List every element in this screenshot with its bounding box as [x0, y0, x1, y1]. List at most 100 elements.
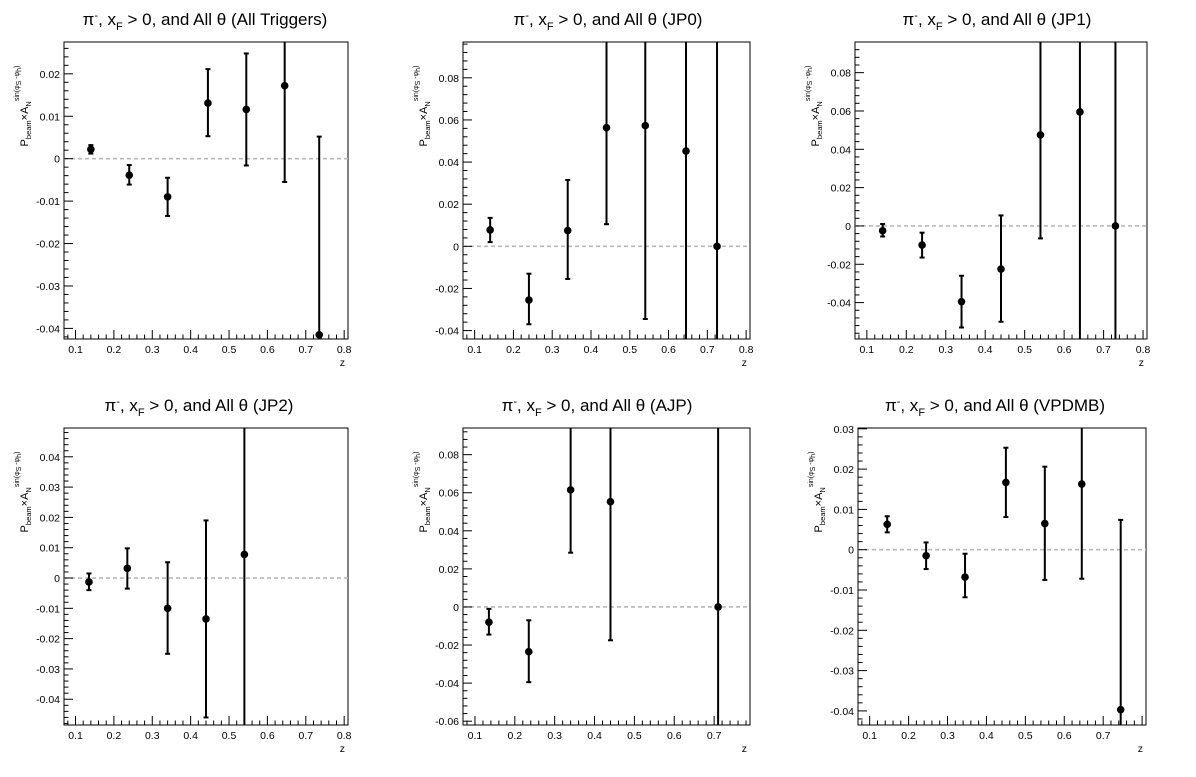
data-point — [1112, 42, 1120, 339]
x-tick-label: 0.2 — [899, 344, 914, 356]
data-point — [486, 218, 494, 242]
y-tick-label: -0.04 — [830, 706, 854, 718]
chart-title: π-, xF > 0, and All θ (AJP) — [502, 396, 693, 419]
x-tick-label: 0.6 — [667, 730, 682, 742]
marker — [918, 241, 926, 249]
x-tick-label: 0.6 — [1057, 730, 1072, 742]
x-tick-label: 0.5 — [222, 730, 237, 742]
y-tick-label: -0.03 — [36, 281, 60, 293]
y-tick-label: -0.04 — [435, 678, 459, 690]
y-tick-label: -0.02 — [36, 634, 60, 646]
marker — [87, 146, 95, 154]
data-point — [525, 274, 533, 325]
chart-panel-6: π-, xF > 0, and All θ (VPDMB) 0.1 0.2 0.3 0.… — [808, 396, 1146, 755]
y-tick-label: -0.02 — [827, 259, 851, 271]
x-tick-label: 0.1 — [68, 344, 83, 356]
data-point — [125, 165, 133, 185]
y-axis-label: Pbeam×ANsin(φS -φh) — [14, 452, 33, 533]
figure-svg: π-, xF > 0, and All θ (All Triggers)0.1 0… — [0, 0, 1196, 772]
x-tick-label: 0.3 — [545, 344, 560, 356]
y-tick-label: 0.08 — [831, 68, 852, 80]
marker — [961, 573, 969, 581]
data-point — [1041, 467, 1049, 580]
x-tick-label: 0.7 — [707, 730, 722, 742]
y-tick-label: 0.04 — [439, 157, 460, 169]
marker — [883, 521, 891, 529]
data-point — [85, 573, 93, 590]
y-tick-label: 0.06 — [439, 115, 460, 127]
marker — [997, 265, 1005, 273]
x-tick-label: 0.6 — [661, 344, 676, 356]
marker — [641, 122, 649, 130]
x-tick-label: 0.4 — [978, 344, 993, 356]
y-tick-label: -0.02 — [36, 239, 60, 251]
y-tick-label: 0.01 — [40, 111, 61, 123]
x-tick-label: 0.5 — [627, 730, 642, 742]
data-point — [241, 428, 249, 725]
data-point — [607, 428, 615, 640]
x-tick-label: 0.5 — [622, 344, 637, 356]
marker — [242, 106, 250, 114]
y-tick-label: 0.04 — [831, 144, 852, 156]
x-tick-label: 0.2 — [506, 344, 521, 356]
x-tick-label: 0.8 — [337, 344, 352, 356]
x-tick-label: 0.5 — [1018, 730, 1033, 742]
x-tick-label: 0.8 — [1136, 344, 1151, 356]
marker — [164, 193, 172, 201]
y-tick-label: -0.04 — [36, 694, 60, 706]
x-tick-label: 0.8 — [337, 730, 352, 742]
x-tick-label: 0.4 — [587, 730, 602, 742]
data-point — [281, 42, 289, 182]
x-tick-label: 0.2 — [107, 730, 122, 742]
y-tick-label: 0.08 — [439, 73, 460, 85]
chart-title: π-, xF > 0, and All θ (JP2) — [105, 396, 294, 419]
y-tick-label: 0.02 — [40, 512, 61, 524]
y-tick-label: 0.06 — [439, 488, 460, 500]
y-tick-label: 0 — [848, 545, 854, 557]
marker — [879, 227, 887, 235]
y-tick-label: 0.02 — [439, 564, 460, 576]
y-tick-label: 0.02 — [439, 199, 460, 211]
marker — [564, 227, 572, 235]
x-axis-label: z — [1138, 743, 1143, 755]
x-tick-label: 0.3 — [938, 344, 953, 356]
y-tick-label: 0 — [54, 154, 60, 166]
y-axis-label: Pbeam×ANsin(φS -φh) — [14, 66, 33, 147]
y-tick-label: -0.02 — [830, 625, 854, 637]
y-tick-label: 0.01 — [40, 543, 61, 555]
data-point — [883, 516, 891, 532]
x-tick-label: 0.1 — [860, 344, 875, 356]
y-tick-label: 0 — [453, 602, 459, 614]
data-point — [997, 215, 1005, 321]
chart-panel-2: π-, xF > 0, and All θ (JP0) 0.1 0.2 0.3 0.4 0… — [413, 10, 754, 369]
data-point — [204, 69, 212, 136]
data-point — [682, 42, 690, 339]
x-tick-label: 0.1 — [467, 344, 482, 356]
y-tick-label: 0.02 — [831, 183, 852, 195]
y-axis-label: Pbeam×ANsin(φS -φh) — [413, 452, 432, 533]
data-point — [164, 562, 172, 654]
marker — [281, 82, 289, 90]
x-tick-label: 0.4 — [183, 730, 198, 742]
marker — [1037, 131, 1045, 139]
y-tick-label: 0.08 — [439, 450, 460, 462]
marker — [603, 124, 611, 132]
y-tick-label: 0 — [845, 221, 851, 233]
x-tick-label: 0.4 — [584, 344, 599, 356]
y-tick-label: -0.06 — [435, 716, 459, 728]
data-point — [1078, 428, 1086, 579]
y-tick-label: -0.01 — [36, 603, 60, 615]
marker — [241, 551, 249, 559]
x-tick-label: 0.2 — [901, 730, 916, 742]
y-tick-label: 0.02 — [40, 69, 61, 81]
figure-grid: π-, xF > 0, and All θ (All Triggers) 0.1 0… — [0, 0, 1196, 777]
data-point — [641, 42, 649, 319]
marker — [1076, 108, 1084, 116]
y-tick-label: -0.03 — [830, 666, 854, 678]
marker — [125, 171, 133, 179]
x-tick-label: 0.1 — [468, 730, 483, 742]
y-axis-label: Pbeam×ANsin(φS -φh) — [805, 66, 824, 147]
marker — [922, 552, 930, 560]
data-point — [315, 137, 323, 339]
x-tick-label: 0.6 — [1057, 344, 1072, 356]
